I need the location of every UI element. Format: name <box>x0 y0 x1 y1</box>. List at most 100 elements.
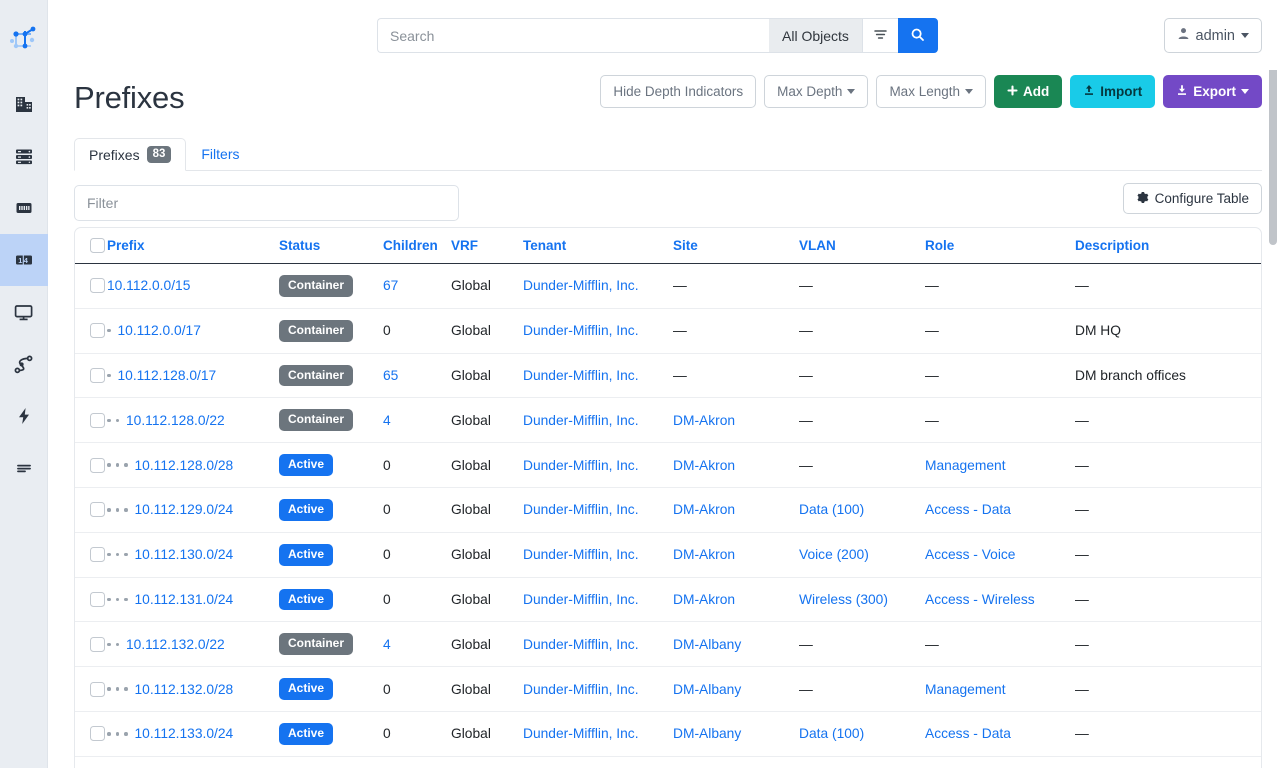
table-row[interactable]: 10.112.128.0/22 Container 4 Global Dunder-Mi… <box>75 397 1261 444</box>
table-row[interactable]: 10.112.130.0/24 Active 0 Global Dunder-Miffl… <box>75 532 1261 578</box>
table-row[interactable]: 10.112.0.0/17 Container 0 Global Dunder-Miff… <box>75 308 1261 354</box>
object-scope-selector[interactable]: All Objects <box>769 18 862 53</box>
export-dropdown[interactable]: Export <box>1163 75 1262 108</box>
prefix-link[interactable]: 10.112.0.0/15 <box>107 278 191 294</box>
row-checkbox[interactable] <box>90 323 105 339</box>
add-button[interactable]: Add <box>993 75 1063 108</box>
column-header-role[interactable]: Role <box>925 228 1075 264</box>
row-checkbox[interactable] <box>90 591 105 607</box>
tenant-link[interactable]: Dunder-Mifflin, Inc. <box>523 726 639 742</box>
row-checkbox[interactable] <box>90 412 105 428</box>
search-input[interactable] <box>377 18 769 53</box>
sidebar-item-power[interactable] <box>0 390 48 442</box>
select-all-checkbox[interactable] <box>90 238 105 253</box>
children-count-link[interactable]: 4 <box>383 412 391 428</box>
tenant-link[interactable]: Dunder-Mifflin, Inc. <box>523 457 639 473</box>
sidebar-item-virtualization[interactable] <box>0 286 48 338</box>
role-link[interactable]: Access - Voice <box>925 547 1016 563</box>
prefix-link[interactable]: 10.112.132.0/28 <box>134 681 234 697</box>
role-link[interactable]: Access - Data <box>925 726 1011 742</box>
column-header-vrf[interactable]: VRF <box>451 228 523 264</box>
vlan-link[interactable]: Wireless (300) <box>799 591 888 607</box>
tab-filters[interactable]: Filters <box>186 137 254 170</box>
tenant-link[interactable]: Dunder-Mifflin, Inc. <box>523 323 639 339</box>
hide-depth-indicators-button[interactable]: Hide Depth Indicators <box>600 75 757 108</box>
tenant-link[interactable]: Dunder-Mifflin, Inc. <box>523 547 639 563</box>
row-checkbox[interactable] <box>90 278 105 294</box>
page-scrollbar[interactable] <box>1269 2 1277 245</box>
site-link[interactable]: DM-Albany <box>673 726 742 742</box>
table-row[interactable]: 10.112.128.0/17 Container 65 Global Dunder-M… <box>75 353 1261 399</box>
table-row[interactable]: 10.112.134.0/24Active0GlobalDunder-Miffl… <box>75 756 1261 768</box>
children-count-link[interactable]: 65 <box>383 367 399 383</box>
column-header-description[interactable]: Description <box>1075 228 1261 264</box>
tenant-link[interactable]: Dunder-Mifflin, Inc. <box>523 367 639 383</box>
column-header-site[interactable]: Site <box>673 228 799 264</box>
table-row[interactable]: 10.112.0.0/15 Container 67 Global Dunder-Mif… <box>75 263 1261 309</box>
tenant-link[interactable]: Dunder-Mifflin, Inc. <box>523 502 639 518</box>
role-link[interactable]: Access - Data <box>925 502 1011 518</box>
search-submit-button[interactable] <box>897 18 938 53</box>
tenant-link[interactable]: Dunder-Mifflin, Inc. <box>523 412 639 428</box>
table-row[interactable]: 10.112.133.0/24 Active 0 Global Dunder-Miffl… <box>75 711 1261 757</box>
filter-input[interactable] <box>74 185 459 221</box>
column-header-vlan[interactable]: VLAN <box>799 228 925 264</box>
column-header-prefix[interactable]: Prefix <box>107 228 279 264</box>
site-link[interactable]: DM-Akron <box>673 502 736 518</box>
table-row[interactable]: 10.112.132.0/28 Active 0 Global Dunder-Miffl… <box>75 666 1261 712</box>
row-checkbox[interactable] <box>90 502 105 518</box>
sidebar-item-ipam[interactable]: 1 4 <box>0 234 48 286</box>
site-link[interactable]: DM-Akron <box>673 412 736 428</box>
sidebar-item-circuits[interactable] <box>0 338 48 390</box>
prefix-link[interactable]: 10.112.129.0/24 <box>134 502 234 518</box>
netbox-logo[interactable] <box>0 16 48 64</box>
site-link[interactable]: DM-Albany <box>673 681 742 697</box>
table-row[interactable]: 10.112.131.0/24 Active 0 Global Dunder-Miffl… <box>75 577 1261 623</box>
site-link[interactable]: DM-Akron <box>673 457 736 473</box>
site-link[interactable]: DM-Akron <box>673 547 736 563</box>
user-menu-button[interactable]: admin <box>1163 18 1262 53</box>
configure-table-button[interactable]: Configure Table <box>1122 183 1262 214</box>
prefix-link[interactable]: 10.112.132.0/22 <box>126 636 225 652</box>
tenant-link[interactable]: Dunder-Mifflin, Inc. <box>523 278 639 294</box>
row-checkbox[interactable] <box>90 636 105 652</box>
prefix-link[interactable]: 10.112.131.0/24 <box>134 591 234 607</box>
tab-prefixes[interactable]: Prefixes 83 <box>74 138 187 171</box>
row-checkbox[interactable] <box>90 457 105 473</box>
prefix-link[interactable]: 10.112.128.0/22 <box>126 412 225 428</box>
column-header-tenant[interactable]: Tenant <box>523 228 673 264</box>
tenant-link[interactable]: Dunder-Mifflin, Inc. <box>523 681 639 697</box>
site-link[interactable]: DM-Albany <box>673 636 742 652</box>
import-button[interactable]: Import <box>1070 75 1156 108</box>
table-row[interactable]: 10.112.132.0/22 Container 4 Global Dunder-Mi… <box>75 621 1261 668</box>
sidebar-item-connections[interactable] <box>0 182 48 234</box>
prefix-link[interactable]: 10.112.128.0/17 <box>117 367 217 383</box>
prefix-link[interactable]: 10.112.130.0/24 <box>134 547 234 563</box>
sidebar-item-organization[interactable] <box>0 78 48 130</box>
vlan-link[interactable]: Data (100) <box>799 726 865 742</box>
prefix-link[interactable]: 10.112.133.0/24 <box>134 726 234 742</box>
max-length-dropdown[interactable]: Max Length <box>876 75 986 108</box>
vlan-link[interactable]: Voice (200) <box>799 547 869 563</box>
prefix-link[interactable]: 10.112.128.0/28 <box>134 457 234 473</box>
table-row[interactable]: 10.112.128.0/28 Active 0 Global Dunder-Miffl… <box>75 442 1261 488</box>
role-link[interactable]: Management <box>925 681 1006 697</box>
sidebar-item-devices[interactable] <box>0 130 48 182</box>
tenant-link[interactable]: Dunder-Mifflin, Inc. <box>523 636 639 652</box>
table-row[interactable]: 10.112.129.0/24 Active 0 Global Dunder-Miffl… <box>75 487 1261 533</box>
row-checkbox[interactable] <box>90 547 105 563</box>
row-checkbox[interactable] <box>90 367 105 383</box>
children-count-link[interactable]: 4 <box>383 636 391 652</box>
site-link[interactable]: DM-Akron <box>673 591 736 607</box>
vlan-link[interactable]: Data (100) <box>799 502 865 518</box>
sidebar-item-other[interactable] <box>0 442 48 494</box>
prefix-link[interactable]: 10.112.0.0/17 <box>117 323 201 339</box>
row-checkbox[interactable] <box>90 726 105 742</box>
row-checkbox[interactable] <box>90 681 105 697</box>
children-count-link[interactable]: 67 <box>383 278 399 294</box>
role-link[interactable]: Management <box>925 457 1006 473</box>
max-depth-dropdown[interactable]: Max Depth <box>764 75 869 108</box>
column-header-status[interactable]: Status <box>279 228 383 264</box>
search-filter-button[interactable] <box>861 18 898 53</box>
tenant-link[interactable]: Dunder-Mifflin, Inc. <box>523 591 639 607</box>
